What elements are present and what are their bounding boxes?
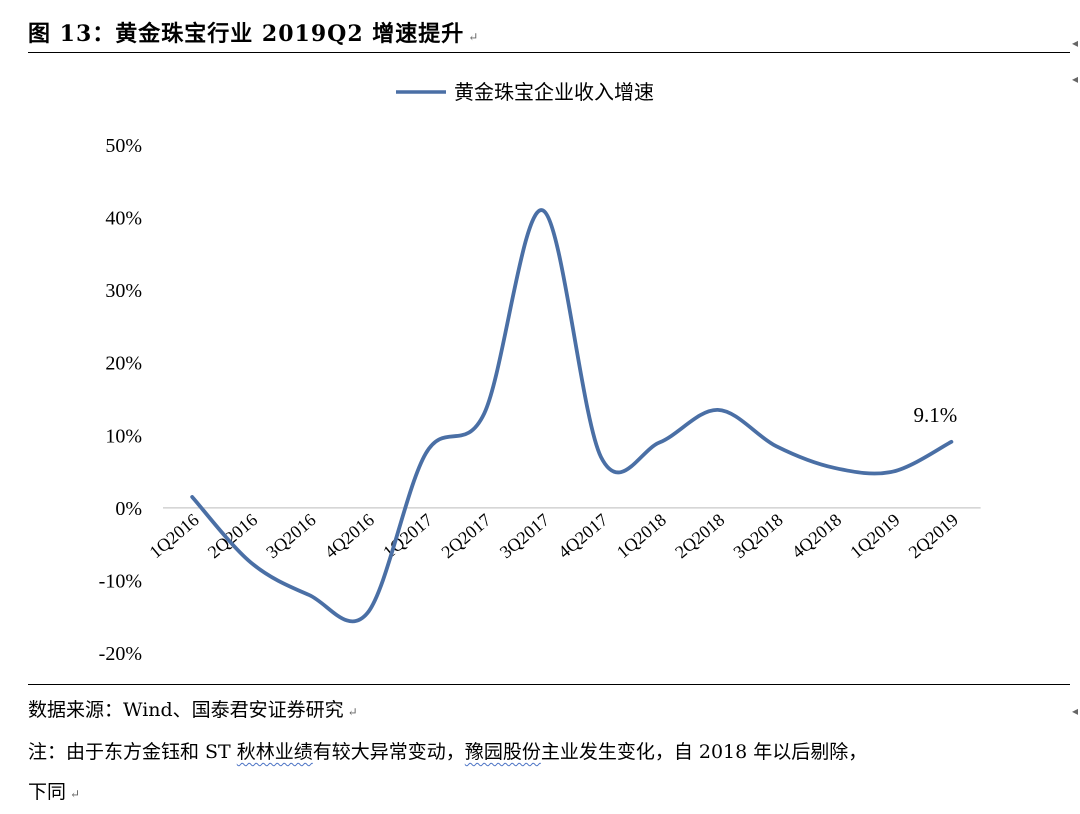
y-tick-label: 10% — [105, 425, 142, 447]
y-tick-label: 0% — [115, 498, 142, 520]
y-tick-label: 50% — [105, 135, 142, 157]
figure-notes: 数据来源：Wind、国泰君安证券研究 ↵ 注：由于东方金钰和 ST 秋林业绩有较大… — [28, 690, 1070, 814]
data-point — [307, 593, 311, 597]
data-point — [248, 560, 252, 564]
data-point — [832, 466, 836, 470]
x-tick-label: 1Q2017 — [379, 510, 436, 563]
y-axis: 50% 40% 30% 20% 10% 0% -10% -20% — [99, 135, 142, 665]
chart-container: 黄金珠宝企业收入增速 50% 40% 30% 20% 10% 0% -10% -20% 1Q2… — [28, 53, 1070, 683]
source-text: 数据来源：Wind、国泰君安证券研究 — [28, 699, 344, 721]
margin-mark-icon: ◂ — [1071, 72, 1078, 86]
x-tick-label: 4Q2018 — [788, 510, 845, 563]
note-text-part1: 注：由于东方金钰和 ST — [28, 741, 237, 763]
margin-mark-icon: ◂ — [1071, 704, 1078, 718]
x-tick-label: 2Q2018 — [671, 510, 728, 563]
data-point — [599, 455, 603, 459]
figure-title: 图 13：黄金珠宝行业 2019Q2 增速提升 ↵ — [28, 16, 479, 48]
bottom-rule — [28, 684, 1070, 685]
figure-title-text: 图 13：黄金珠宝行业 2019Q2 增速提升 — [28, 21, 465, 47]
line-chart: 黄金珠宝企业收入增速 50% 40% 30% 20% 10% 0% -10% -20% 1Q2… — [99, 80, 981, 665]
margin-mark-icon: ◂ — [1071, 36, 1078, 50]
note-text-part3: 主业发生变化，自 2018 年以后剔除， — [540, 741, 868, 763]
series-line — [190, 208, 954, 624]
x-tick-label: 2Q2017 — [437, 510, 494, 563]
note-text-squiggle1: 秋林业绩 — [236, 741, 313, 763]
x-tick-label: 1Q2016 — [145, 510, 202, 563]
data-point — [482, 411, 486, 415]
data-point — [424, 451, 428, 455]
x-tick-label: 4Q2017 — [554, 510, 611, 563]
annotations: 9.1% — [914, 403, 958, 427]
note-line-2: 下同 ↵ — [28, 772, 1070, 814]
x-tick-label: 3Q2018 — [729, 510, 786, 563]
x-tick-label: 3Q2016 — [262, 510, 319, 563]
y-tick-label: -20% — [99, 643, 142, 665]
paragraph-mark-icon: ↵ — [468, 30, 480, 44]
note-text-line2: 下同 — [28, 781, 67, 803]
data-label: 9.1% — [914, 403, 958, 427]
data-point — [716, 408, 720, 412]
x-tick-label: 2Q2016 — [204, 510, 261, 563]
top-rule — [28, 52, 1070, 53]
data-point — [190, 495, 194, 499]
data-point — [657, 440, 661, 444]
data-point — [540, 208, 544, 212]
paragraph-mark-icon: ↵ — [70, 787, 81, 801]
x-tick-label: 4Q2016 — [321, 510, 378, 563]
legend: 黄金珠宝企业收入增速 — [396, 80, 654, 104]
data-point — [949, 440, 953, 444]
note-line: 注：由于东方金钰和 ST 秋林业绩有较大异常变动，豫园股份主业发生变化，自 20… — [28, 732, 1070, 772]
x-tick-label: 1Q2019 — [846, 510, 903, 563]
data-point — [774, 444, 778, 448]
paragraph-mark-icon: ↵ — [347, 705, 358, 719]
data-point — [891, 469, 895, 473]
note-text-part2: 有较大异常变动， — [312, 741, 465, 763]
x-tick-labels: 1Q2016 2Q2016 3Q2016 4Q2016 1Q2017 2Q2017 3Q20… — [145, 510, 961, 563]
data-point — [365, 611, 369, 615]
y-tick-label: -10% — [99, 570, 142, 592]
legend-label: 黄金珠宝企业收入增速 — [454, 80, 654, 104]
note-text-squiggle2: 豫园股份 — [464, 741, 541, 763]
x-tick-label: 3Q2017 — [496, 510, 553, 563]
x-tick-label: 1Q2018 — [613, 510, 670, 563]
y-tick-label: 40% — [105, 208, 142, 230]
y-tick-label: 30% — [105, 280, 142, 302]
source-line: 数据来源：Wind、国泰君安证券研究 ↵ — [28, 690, 1070, 732]
series-group — [190, 208, 954, 624]
x-tick-label: 2Q2019 — [905, 510, 962, 563]
y-tick-label: 20% — [105, 353, 142, 375]
